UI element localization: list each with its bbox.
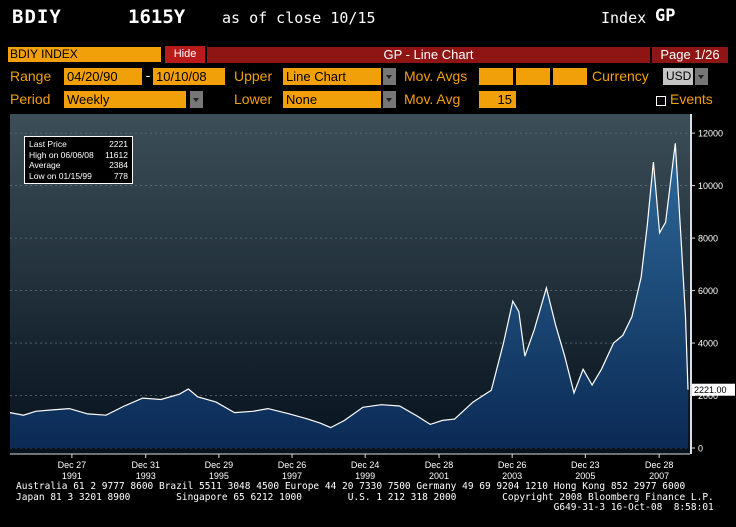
legend-box: Last Price 2221 High on 06/06/08 11612 Ave… xyxy=(24,136,133,184)
currency-select[interactable]: USD xyxy=(663,68,693,85)
x-tick-year: 2001 xyxy=(429,471,449,481)
legend-label: Low on 01/15/99 xyxy=(29,170,92,181)
x-tick-year: 2005 xyxy=(575,471,595,481)
x-tick-year: 1995 xyxy=(209,471,229,481)
contact-footer: Australia 61 2 9777 8600 Brazil 5511 304… xyxy=(16,481,714,514)
mov-avg-1-field[interactable] xyxy=(479,68,513,85)
x-tick-label: Dec 26 xyxy=(498,460,527,470)
as-of-text: as of close 10/15 xyxy=(222,9,376,27)
mov-avgs-label: Mov. Avgs xyxy=(404,68,468,84)
legend-value: 2221 xyxy=(109,139,128,149)
upper-label: Upper xyxy=(234,68,273,84)
x-tick-label: Dec 27 xyxy=(58,460,87,470)
lower-select[interactable]: None xyxy=(283,91,381,108)
y-tick-label: 4000 xyxy=(698,339,718,349)
header-bar: BDIY 1615Y as of close 10/15 Index GP xyxy=(0,0,736,40)
y-tick-label: 10000 xyxy=(698,181,723,191)
y-tick-label: 0 xyxy=(698,444,703,454)
x-tick-year: 1999 xyxy=(355,471,375,481)
hide-button[interactable]: Hide xyxy=(165,46,205,63)
mov-avg-field[interactable]: 15 xyxy=(479,91,516,108)
y-tick-label: 6000 xyxy=(698,286,718,296)
y-tick-label: 8000 xyxy=(698,234,718,244)
x-tick-label: Dec 26 xyxy=(278,460,307,470)
upper-dropdown-icon[interactable] xyxy=(383,68,396,85)
x-tick-year: 2003 xyxy=(502,471,522,481)
x-tick-label: Dec 28 xyxy=(425,460,454,470)
footer-line-1: Australia 61 2 9777 8600 Brazil 5511 304… xyxy=(16,481,686,492)
last-price: 1615Y xyxy=(128,6,186,28)
events-checkbox[interactable] xyxy=(656,96,666,106)
mov-avg-label: Mov. Avg xyxy=(404,91,461,107)
x-tick-year: 1997 xyxy=(282,471,302,481)
last-value-label: 2221.00 xyxy=(694,385,727,395)
footer-line-2: Japan 81 3 3201 8900 Singapore 65 6212 1… xyxy=(16,491,714,503)
ticker-symbol: BDIY xyxy=(12,6,62,28)
function-code: GP xyxy=(655,6,676,26)
currency-label: Currency xyxy=(592,68,649,84)
title-row: BDIY INDEX Hide GP - Line Chart Page 1/2… xyxy=(0,46,736,64)
range-label: Range xyxy=(10,68,52,84)
legend-label: High on 06/06/08 xyxy=(29,149,94,160)
range-dash: - xyxy=(144,69,152,84)
mov-avg-3-field[interactable] xyxy=(553,68,587,85)
period-dropdown-icon[interactable] xyxy=(190,91,203,108)
range-start-field[interactable]: 04/20/90 xyxy=(64,68,142,85)
currency-dropdown-icon[interactable] xyxy=(695,68,708,85)
series-line xyxy=(9,143,689,429)
x-tick-year: 1991 xyxy=(62,471,82,481)
footer-line-3: G649-31-3 16-Oct-08 8:58:01 xyxy=(16,502,714,513)
upper-select[interactable]: Line Chart xyxy=(283,68,381,85)
legend-row: Average 2384 xyxy=(29,160,128,171)
legend-label: Average xyxy=(29,160,61,170)
events-label[interactable]: Events xyxy=(670,91,713,107)
security-field[interactable]: BDIY INDEX xyxy=(8,47,161,62)
x-tick-label: Dec 28 xyxy=(645,460,674,470)
legend-row: High on 06/06/08 11612 xyxy=(29,150,128,161)
range-end-field[interactable]: 10/10/08 xyxy=(153,68,225,85)
legend-value: 11612 xyxy=(104,149,128,160)
x-tick-year: 1993 xyxy=(136,471,156,481)
x-tick-label: Dec 24 xyxy=(351,460,380,470)
x-tick-label: Dec 29 xyxy=(205,460,234,470)
y-tick-label: 2000 xyxy=(698,391,718,401)
period-select[interactable]: Weekly xyxy=(64,91,186,108)
chart-title: GP - Line Chart xyxy=(207,47,650,63)
legend-value: 778 xyxy=(113,170,128,181)
legend-label: Last Price xyxy=(29,139,67,149)
period-label: Period xyxy=(10,91,51,107)
mov-avg-2-field[interactable] xyxy=(516,68,550,85)
y-axis-line xyxy=(690,114,692,454)
series-area xyxy=(10,143,688,449)
legend-row: Last Price 2221 xyxy=(29,139,128,150)
last-value-badge xyxy=(691,383,735,396)
x-tick-label: Dec 31 xyxy=(131,460,160,470)
lower-label: Lower xyxy=(234,91,273,107)
legend-value: 2384 xyxy=(109,160,128,170)
lower-dropdown-icon[interactable] xyxy=(383,91,396,108)
page-indicator[interactable]: Page 1/26 xyxy=(652,47,728,63)
x-tick-label: Dec 23 xyxy=(571,460,600,470)
x-tick-year: 2007 xyxy=(649,471,669,481)
index-label: Index xyxy=(601,9,647,27)
legend-row: Low on 01/15/99 778 xyxy=(29,171,128,182)
y-tick-label: 12000 xyxy=(698,129,723,139)
